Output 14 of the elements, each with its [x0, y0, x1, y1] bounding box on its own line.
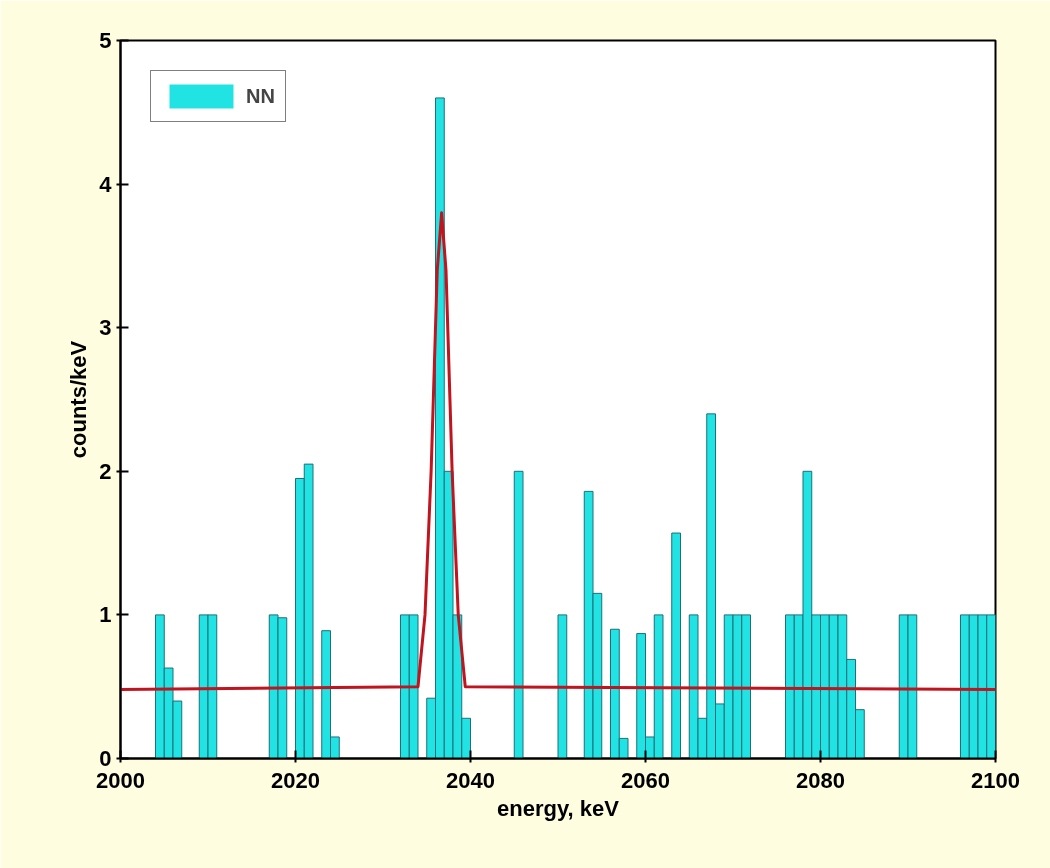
x-tick-label: 2020 [271, 767, 320, 793]
y-axis-title: counts/keV [66, 340, 92, 459]
y-tick-label: 5 [99, 28, 112, 53]
x-axis-title: energy, keV [497, 795, 620, 821]
x-tick-label: 2040 [446, 767, 495, 793]
legend-label: NN [246, 84, 275, 108]
x-tick-label: 2100 [971, 767, 1020, 793]
x-tick-label: 2060 [621, 767, 670, 793]
y-tick-label: 2 [99, 458, 112, 484]
y-tick-label: 1 [99, 602, 112, 628]
x-tick-label: 2080 [796, 767, 845, 793]
line-series [120, 211, 996, 692]
y-tick-label: 3 [99, 315, 112, 341]
y-tick-label: 4 [99, 171, 113, 197]
